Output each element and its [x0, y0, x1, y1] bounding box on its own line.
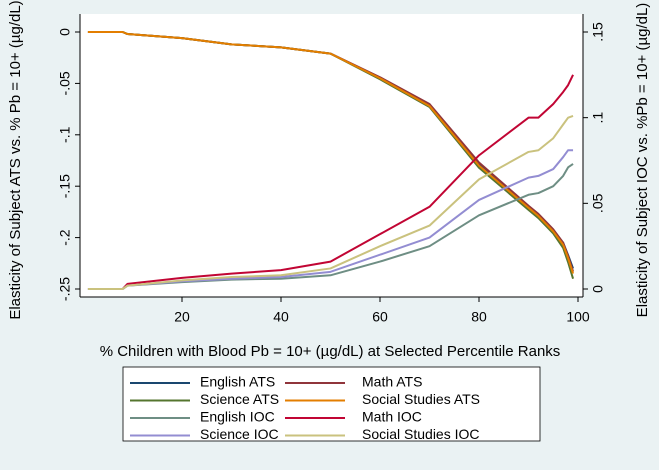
y-tick-label: -.1	[57, 126, 73, 143]
plot-area	[80, 14, 583, 297]
x-axis-title: % Children with Blood Pb = 10+ (µg/dL) a…	[100, 343, 561, 360]
series-line	[87, 31, 575, 274]
legend-label: Math ATS	[362, 374, 422, 390]
y-axis-title: Elasticity of Subject ATS vs. % Pb = 10+…	[7, 0, 24, 319]
legend-label: Science ATS	[200, 391, 279, 407]
legend-label: Math IOC	[362, 409, 422, 425]
legend-label: English IOC	[200, 409, 275, 425]
x-tick-label: 40	[273, 309, 289, 325]
x-tick-label: 60	[372, 309, 388, 325]
x-tick-label: 80	[471, 309, 487, 325]
legend	[122, 366, 541, 442]
y2-tick-label: .15	[590, 22, 606, 42]
x-tick-label: 20	[174, 309, 190, 325]
y2-tick-label: .05	[590, 193, 606, 213]
y2-axis-title: Elasticity of Subject IOC vs. %Pb = 10+ …	[634, 3, 651, 318]
y-tick-label: -.15	[57, 174, 73, 198]
legend-label: Social Studies IOC	[362, 426, 480, 442]
legend-label: Science IOC	[200, 426, 279, 442]
y-tick-label: -.25	[57, 277, 73, 301]
y2-tick-label: 0	[590, 285, 606, 293]
y-tick-label: -.2	[57, 229, 73, 246]
legend-label: English ATS	[200, 374, 275, 390]
y-tick-label: -.05	[57, 71, 73, 95]
y2-tick-label: .1	[590, 112, 606, 124]
series-line	[87, 74, 574, 290]
legend-label: Social Studies ATS	[362, 391, 480, 407]
y-tick-label: 0	[57, 28, 73, 36]
series-line	[87, 115, 574, 290]
x-tick-label: 100	[566, 309, 590, 325]
